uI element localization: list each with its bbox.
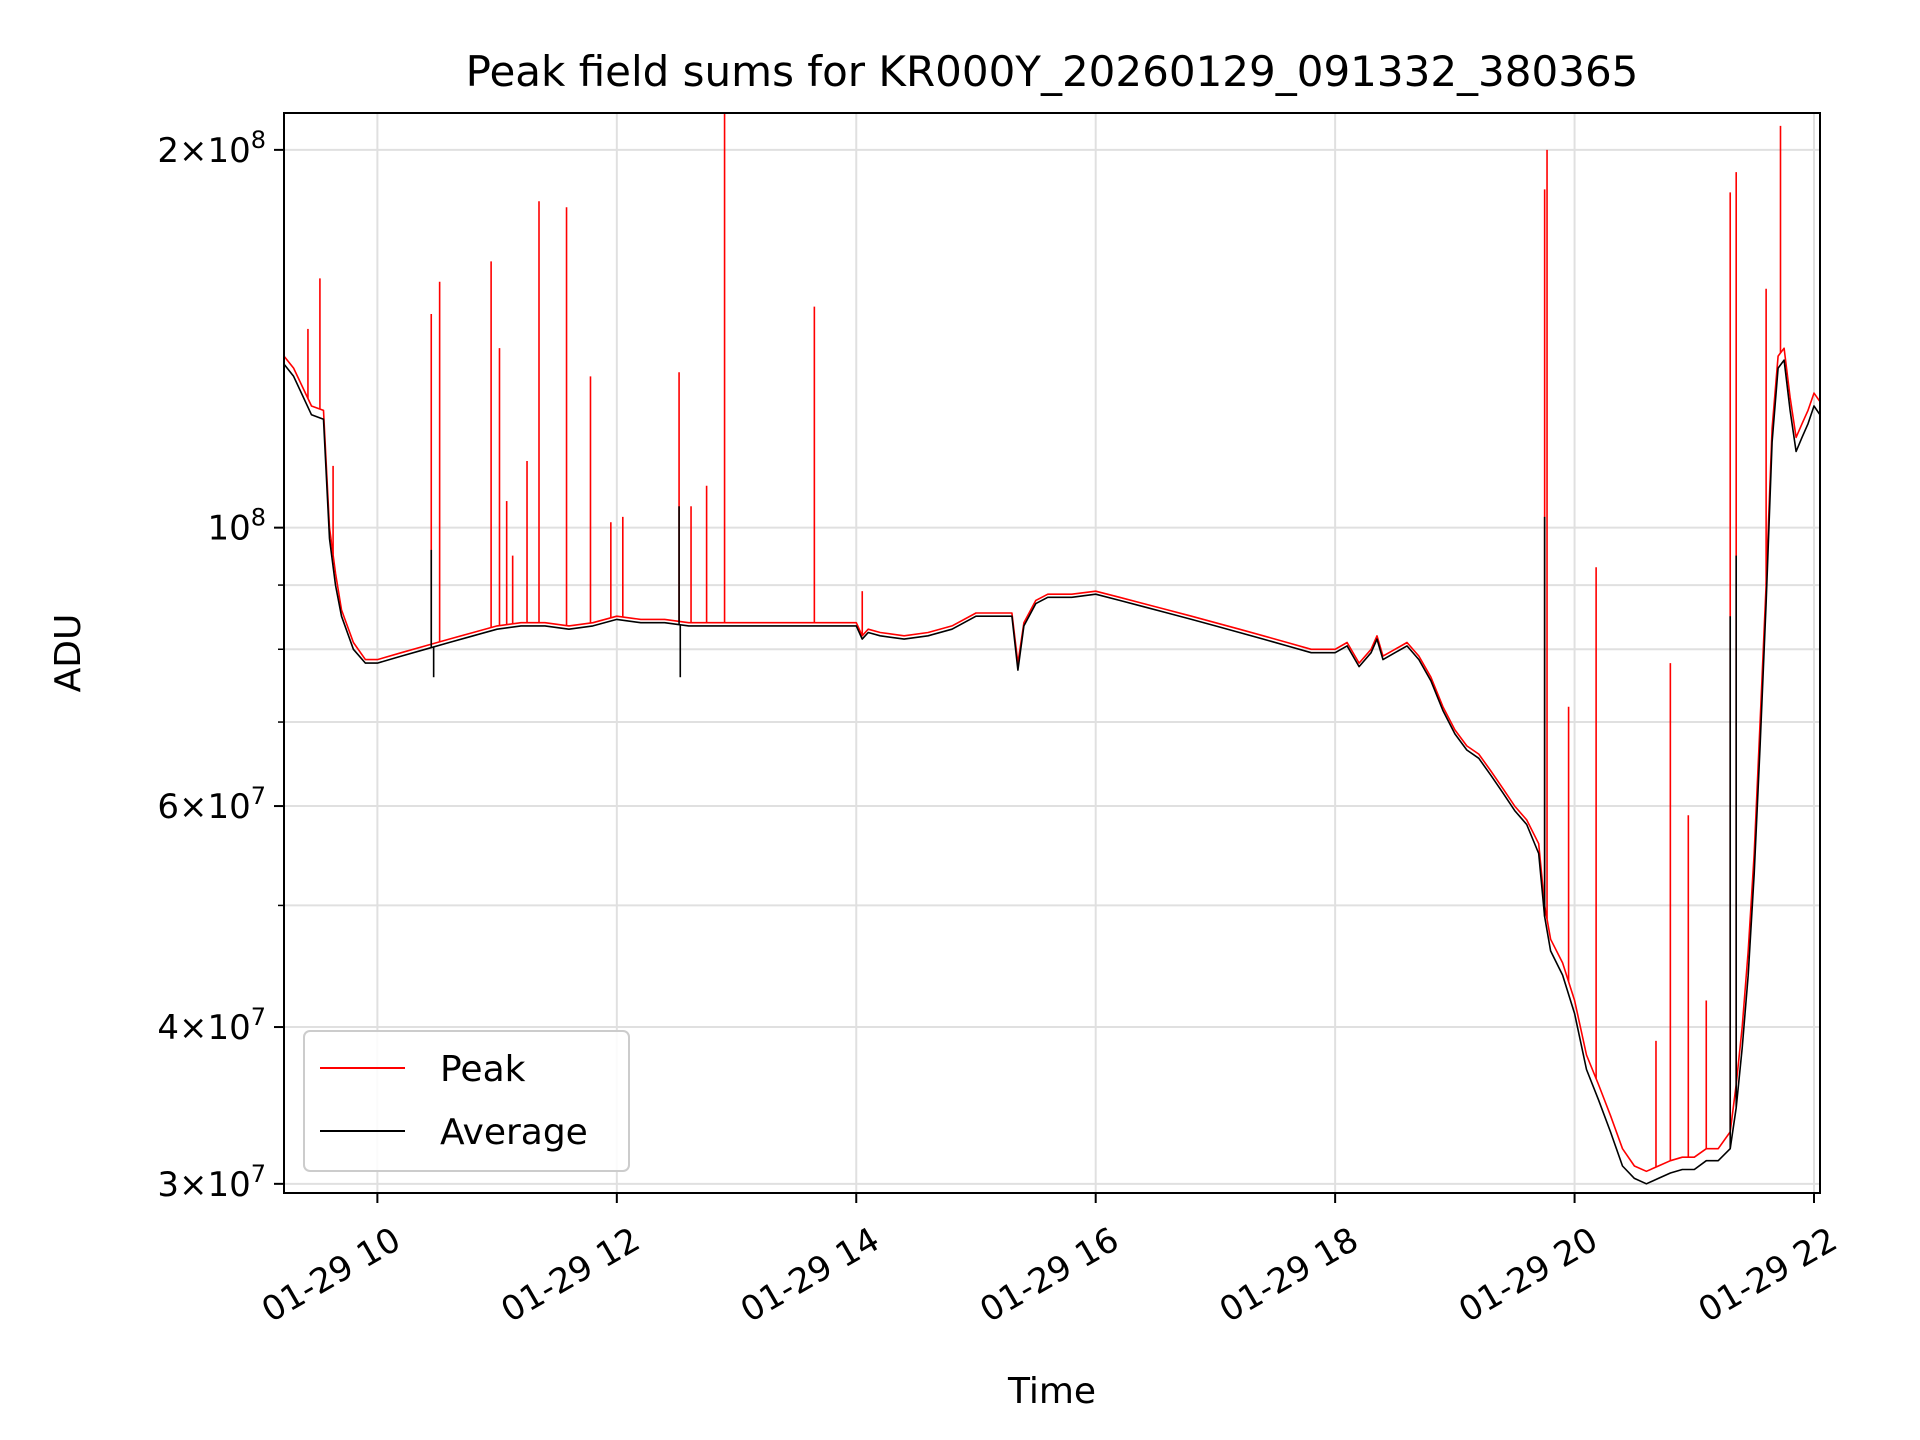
series-line-peak [283,347,1821,1173]
legend-box [303,1030,630,1172]
y-axis-label: ADU [48,614,89,693]
chart-title: Peak field sums for KR000Y_20260129_0913… [466,47,1639,96]
y-tick-label: 4×107 [157,1003,266,1048]
y-tick-label: 2×108 [157,126,266,171]
y-tick-label: 108 [207,504,266,549]
series-line-average [283,359,1821,1185]
y-tick-label: 6×107 [157,782,266,827]
x-axis-label: Time [1007,1371,1096,1412]
y-tick-label: 3×107 [157,1160,266,1205]
legend: Peak Average [303,1030,630,1172]
legend-average-label: Average [440,1112,588,1153]
plot-frame [283,112,1821,1194]
legend-peak-label: Peak [440,1049,526,1090]
series-layer [283,113,1821,1185]
